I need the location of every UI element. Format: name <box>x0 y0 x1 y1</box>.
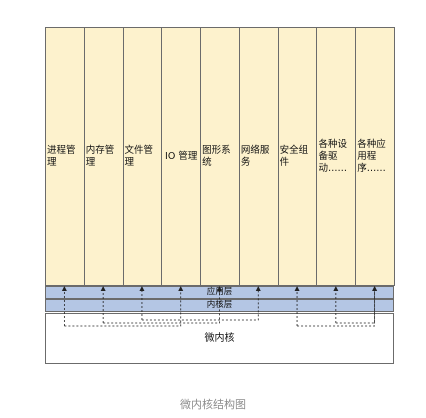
microkernel-label: 微内核 <box>204 333 235 344</box>
arrow-head <box>255 286 261 291</box>
message-path <box>102 290 220 324</box>
arrow-head <box>372 286 378 291</box>
service-label: 安全组件 <box>279 144 309 168</box>
service-label: 网络服务 <box>240 144 270 168</box>
service-column: 进程管理 <box>45 27 85 286</box>
message-path <box>63 290 182 327</box>
service-label: 图形系统 <box>202 144 231 168</box>
arrow-head <box>178 286 184 291</box>
service-column: 各种设备驱动…… <box>316 27 357 286</box>
service-label: 进程管理 <box>47 144 76 168</box>
arrow-head <box>333 286 339 291</box>
service-column: 网络服务 <box>238 27 279 286</box>
service-label: 文件管理 <box>124 144 154 168</box>
arrow-head <box>217 286 222 291</box>
message-path <box>141 290 259 321</box>
arrow-head <box>100 286 106 291</box>
service-column: IO 管理 <box>161 27 202 286</box>
service-label: 各种设备驱动…… <box>318 138 347 174</box>
service-label: 各种应用程序…… <box>357 138 386 174</box>
service-label: 内存管理 <box>85 144 115 168</box>
arrow-head <box>139 286 145 291</box>
diagram-caption: 微内核结构图 <box>180 398 246 411</box>
service-label: IO 管理 <box>165 150 198 162</box>
arrow-group <box>61 286 378 327</box>
message-path <box>296 290 376 327</box>
arrow-head <box>61 286 67 291</box>
app-layer-label: 应用层 <box>206 287 233 297</box>
arrow-head <box>294 286 300 291</box>
message-path <box>335 290 376 324</box>
service-column: 各种应用程序…… <box>355 27 395 286</box>
kernel-layer-label: 内核层 <box>206 300 233 310</box>
